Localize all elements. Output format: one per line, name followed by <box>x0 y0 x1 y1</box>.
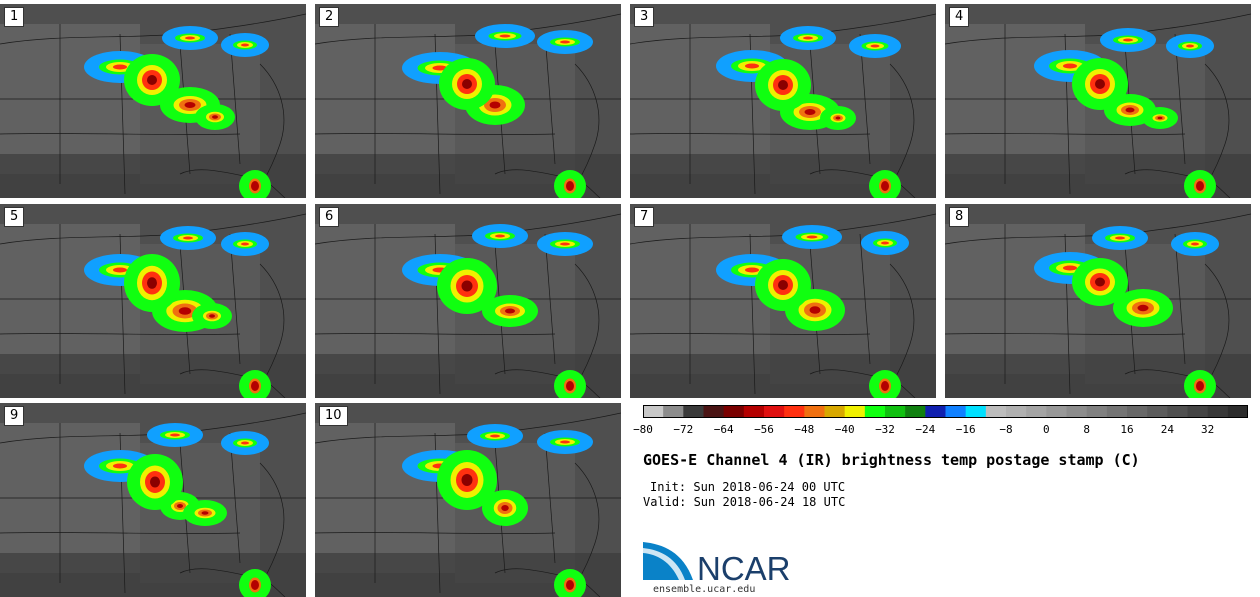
colorbar-tick-label: 8 <box>1083 423 1090 436</box>
colorbar-segment <box>723 405 745 418</box>
postage-stamp-panel: 9 <box>0 403 306 597</box>
colorbar-segment <box>945 405 967 418</box>
colorbar-tick-label: 24 <box>1160 423 1174 436</box>
panel-number: 6 <box>319 207 340 227</box>
panel-number: 9 <box>4 406 25 426</box>
colorbar-segment <box>663 405 684 418</box>
ir-map <box>630 204 936 398</box>
postage-stamp-panel: 8 <box>945 204 1251 398</box>
colorbar-segment <box>1207 405 1229 418</box>
colorbar-segment <box>1127 405 1148 418</box>
panel-number: 2 <box>319 7 340 27</box>
postage-stamp-panel: 6 <box>315 204 621 398</box>
postage-stamp-panel: 1 <box>0 4 306 198</box>
panel-number: 7 <box>634 207 655 227</box>
colorbar-segment <box>1026 405 1047 418</box>
panel-number: 4 <box>949 7 970 27</box>
valid-time: Valid: Sun 2018-06-24 18 UTC <box>643 495 846 509</box>
colorbar-tick-label: −16 <box>955 423 976 436</box>
panel-number: 8 <box>949 207 970 227</box>
colorbar-ticks: −80 −72 −64 −56 −48 −40 −32 −24 −16 −8 0 8 16 24 32 <box>633 423 1253 439</box>
ir-map <box>315 403 621 597</box>
colorbar-segment <box>824 405 846 418</box>
ir-map <box>945 204 1251 398</box>
postage-stamp-panel: 2 <box>315 4 621 198</box>
ir-map <box>945 4 1251 198</box>
colorbar-segment <box>1187 405 1209 418</box>
ir-map <box>0 4 306 198</box>
colorbar-segment <box>804 405 825 418</box>
colorbar-tick-label: 16 <box>1120 423 1134 436</box>
colorbar-tick-label: 32 <box>1201 423 1215 436</box>
colorbar-segment <box>1147 405 1168 418</box>
colorbar-segment <box>1086 405 1108 418</box>
product-title: GOES-E Channel 4 (IR) brightness temp po… <box>643 451 1140 469</box>
panel-number: 1 <box>4 7 25 27</box>
panel-number: 3 <box>634 7 655 27</box>
colorbar-segment <box>985 405 1007 418</box>
panel-number: 5 <box>4 207 25 227</box>
postage-stamp-panel: 10 <box>315 403 621 597</box>
colorbar-segment <box>1046 405 1067 418</box>
colorbar-segment <box>844 405 866 418</box>
colorbar-segment <box>925 405 946 418</box>
postage-stamp-panel: 4 <box>945 4 1251 198</box>
colorbar-segment <box>1227 405 1248 418</box>
colorbar-segment <box>764 405 785 418</box>
colorbar-segment <box>703 405 725 418</box>
colorbar-tick-label: −64 <box>713 423 734 436</box>
ir-map <box>0 403 306 597</box>
colorbar-segment <box>743 405 765 418</box>
colorbar-tick-label: −48 <box>794 423 815 436</box>
colorbar-tick-label: −72 <box>673 423 694 436</box>
colorbar-tick-label: 0 <box>1043 423 1050 436</box>
colorbar-segment <box>864 405 886 418</box>
ncar-logo: NCAR <box>643 542 791 582</box>
colorbar-tick-label: −56 <box>754 423 774 436</box>
colorbar-segment <box>643 405 664 418</box>
colorbar-tick-label: −80 <box>633 423 653 436</box>
colorbar-segment <box>1106 405 1128 418</box>
ir-map <box>0 204 306 398</box>
logo-text: NCAR <box>697 550 791 582</box>
colorbar-segment <box>1006 405 1027 418</box>
ir-map <box>315 204 621 398</box>
postage-stamp-panel: 3 <box>630 4 936 198</box>
ir-map <box>315 4 621 198</box>
colorbar-tick-label: −24 <box>915 423 936 436</box>
panel-number: 10 <box>319 406 348 426</box>
colorbar-segment <box>885 405 906 418</box>
colorbar-tick-label: −8 <box>999 423 1013 436</box>
colorbar <box>643 405 1248 418</box>
colorbar-segment <box>905 405 926 418</box>
colorbar-segment <box>1066 405 1088 418</box>
colorbar-segment <box>1167 405 1188 418</box>
colorbar-segment <box>683 405 704 418</box>
colorbar-segment <box>965 405 987 418</box>
ir-map <box>630 4 936 198</box>
postage-stamp-panel: 5 <box>0 204 306 398</box>
postage-stamp-panel: 7 <box>630 204 936 398</box>
init-time: Init: Sun 2018-06-24 00 UTC <box>650 480 846 494</box>
colorbar-tick-label: −32 <box>875 423 895 436</box>
colorbar-segment <box>784 405 805 418</box>
colorbar-tick-label: −40 <box>834 423 855 436</box>
website-url: ensemble.ucar.edu <box>653 584 756 595</box>
